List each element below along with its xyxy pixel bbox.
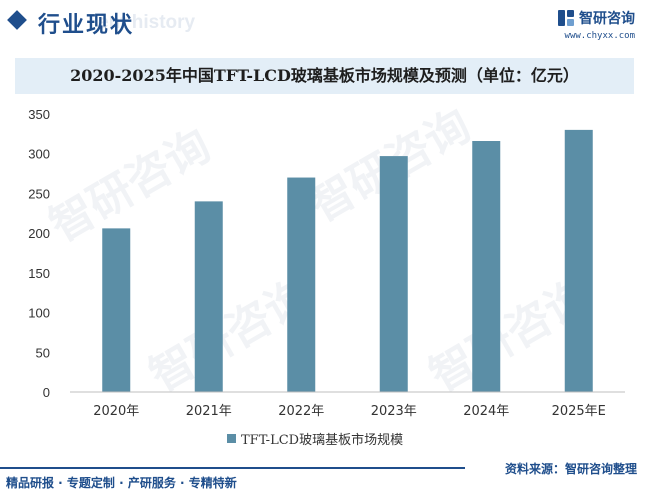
footer-tags: 精品研报 · 专题定制 · 产研服务 · 专精特新 (6, 474, 237, 491)
bar (287, 178, 315, 392)
y-tick-label: 300 (28, 147, 50, 162)
bar (565, 130, 593, 392)
y-tick-label: 0 (43, 385, 50, 400)
x-tick-label: 2025年E (552, 404, 606, 419)
bar (195, 201, 223, 392)
bars (102, 130, 593, 392)
chart-title: 2020-2025年中国TFT-LCD玻璃基板市场规模及预测（单位：亿元） (15, 58, 634, 94)
brand: 智研咨询 (557, 8, 635, 28)
diamond-icon (7, 10, 27, 30)
header-title: 行业现状 (38, 7, 134, 39)
chart-title-band: 2020-2025年中国TFT-LCD玻璃基板市场规模及预测（单位：亿元） (15, 58, 634, 94)
y-tick-label: 350 (28, 107, 50, 122)
x-tick-label: 2020年 (93, 404, 139, 419)
legend-swatch (227, 434, 236, 443)
x-tick-label: 2023年 (371, 404, 417, 419)
x-tick-label: 2021年 (186, 404, 232, 419)
legend-label: TFT-LCD玻璃基板市场规模 (241, 432, 403, 448)
y-tick-label: 150 (28, 266, 50, 281)
y-tick-label: 200 (28, 226, 50, 241)
footer-divider (0, 467, 465, 469)
page-header: ent history 行业现状 智研咨询 www.chyxx.com (0, 0, 649, 46)
bar (380, 156, 408, 392)
brand-name: 智研咨询 (579, 11, 635, 27)
source-note: 资料来源：智研咨询整理 (505, 460, 637, 477)
y-tick-label: 50 (36, 345, 50, 360)
bar (102, 228, 130, 392)
legend: TFT-LCD玻璃基板市场规模 (227, 432, 403, 448)
x-tick-label: 2022年 (278, 404, 324, 419)
brand-url: www.chyxx.com (565, 31, 635, 41)
x-axis: 2020年 2021年 2022年 2023年 2024年 2025年E (70, 392, 625, 419)
y-tick-label: 250 (28, 186, 50, 201)
brand-logo-icon (557, 9, 575, 27)
x-tick-label: 2024年 (463, 404, 509, 419)
y-tick-label: 100 (28, 306, 50, 321)
bar (472, 141, 500, 392)
y-axis: 0 50 100 150 200 250 300 350 (28, 107, 50, 400)
